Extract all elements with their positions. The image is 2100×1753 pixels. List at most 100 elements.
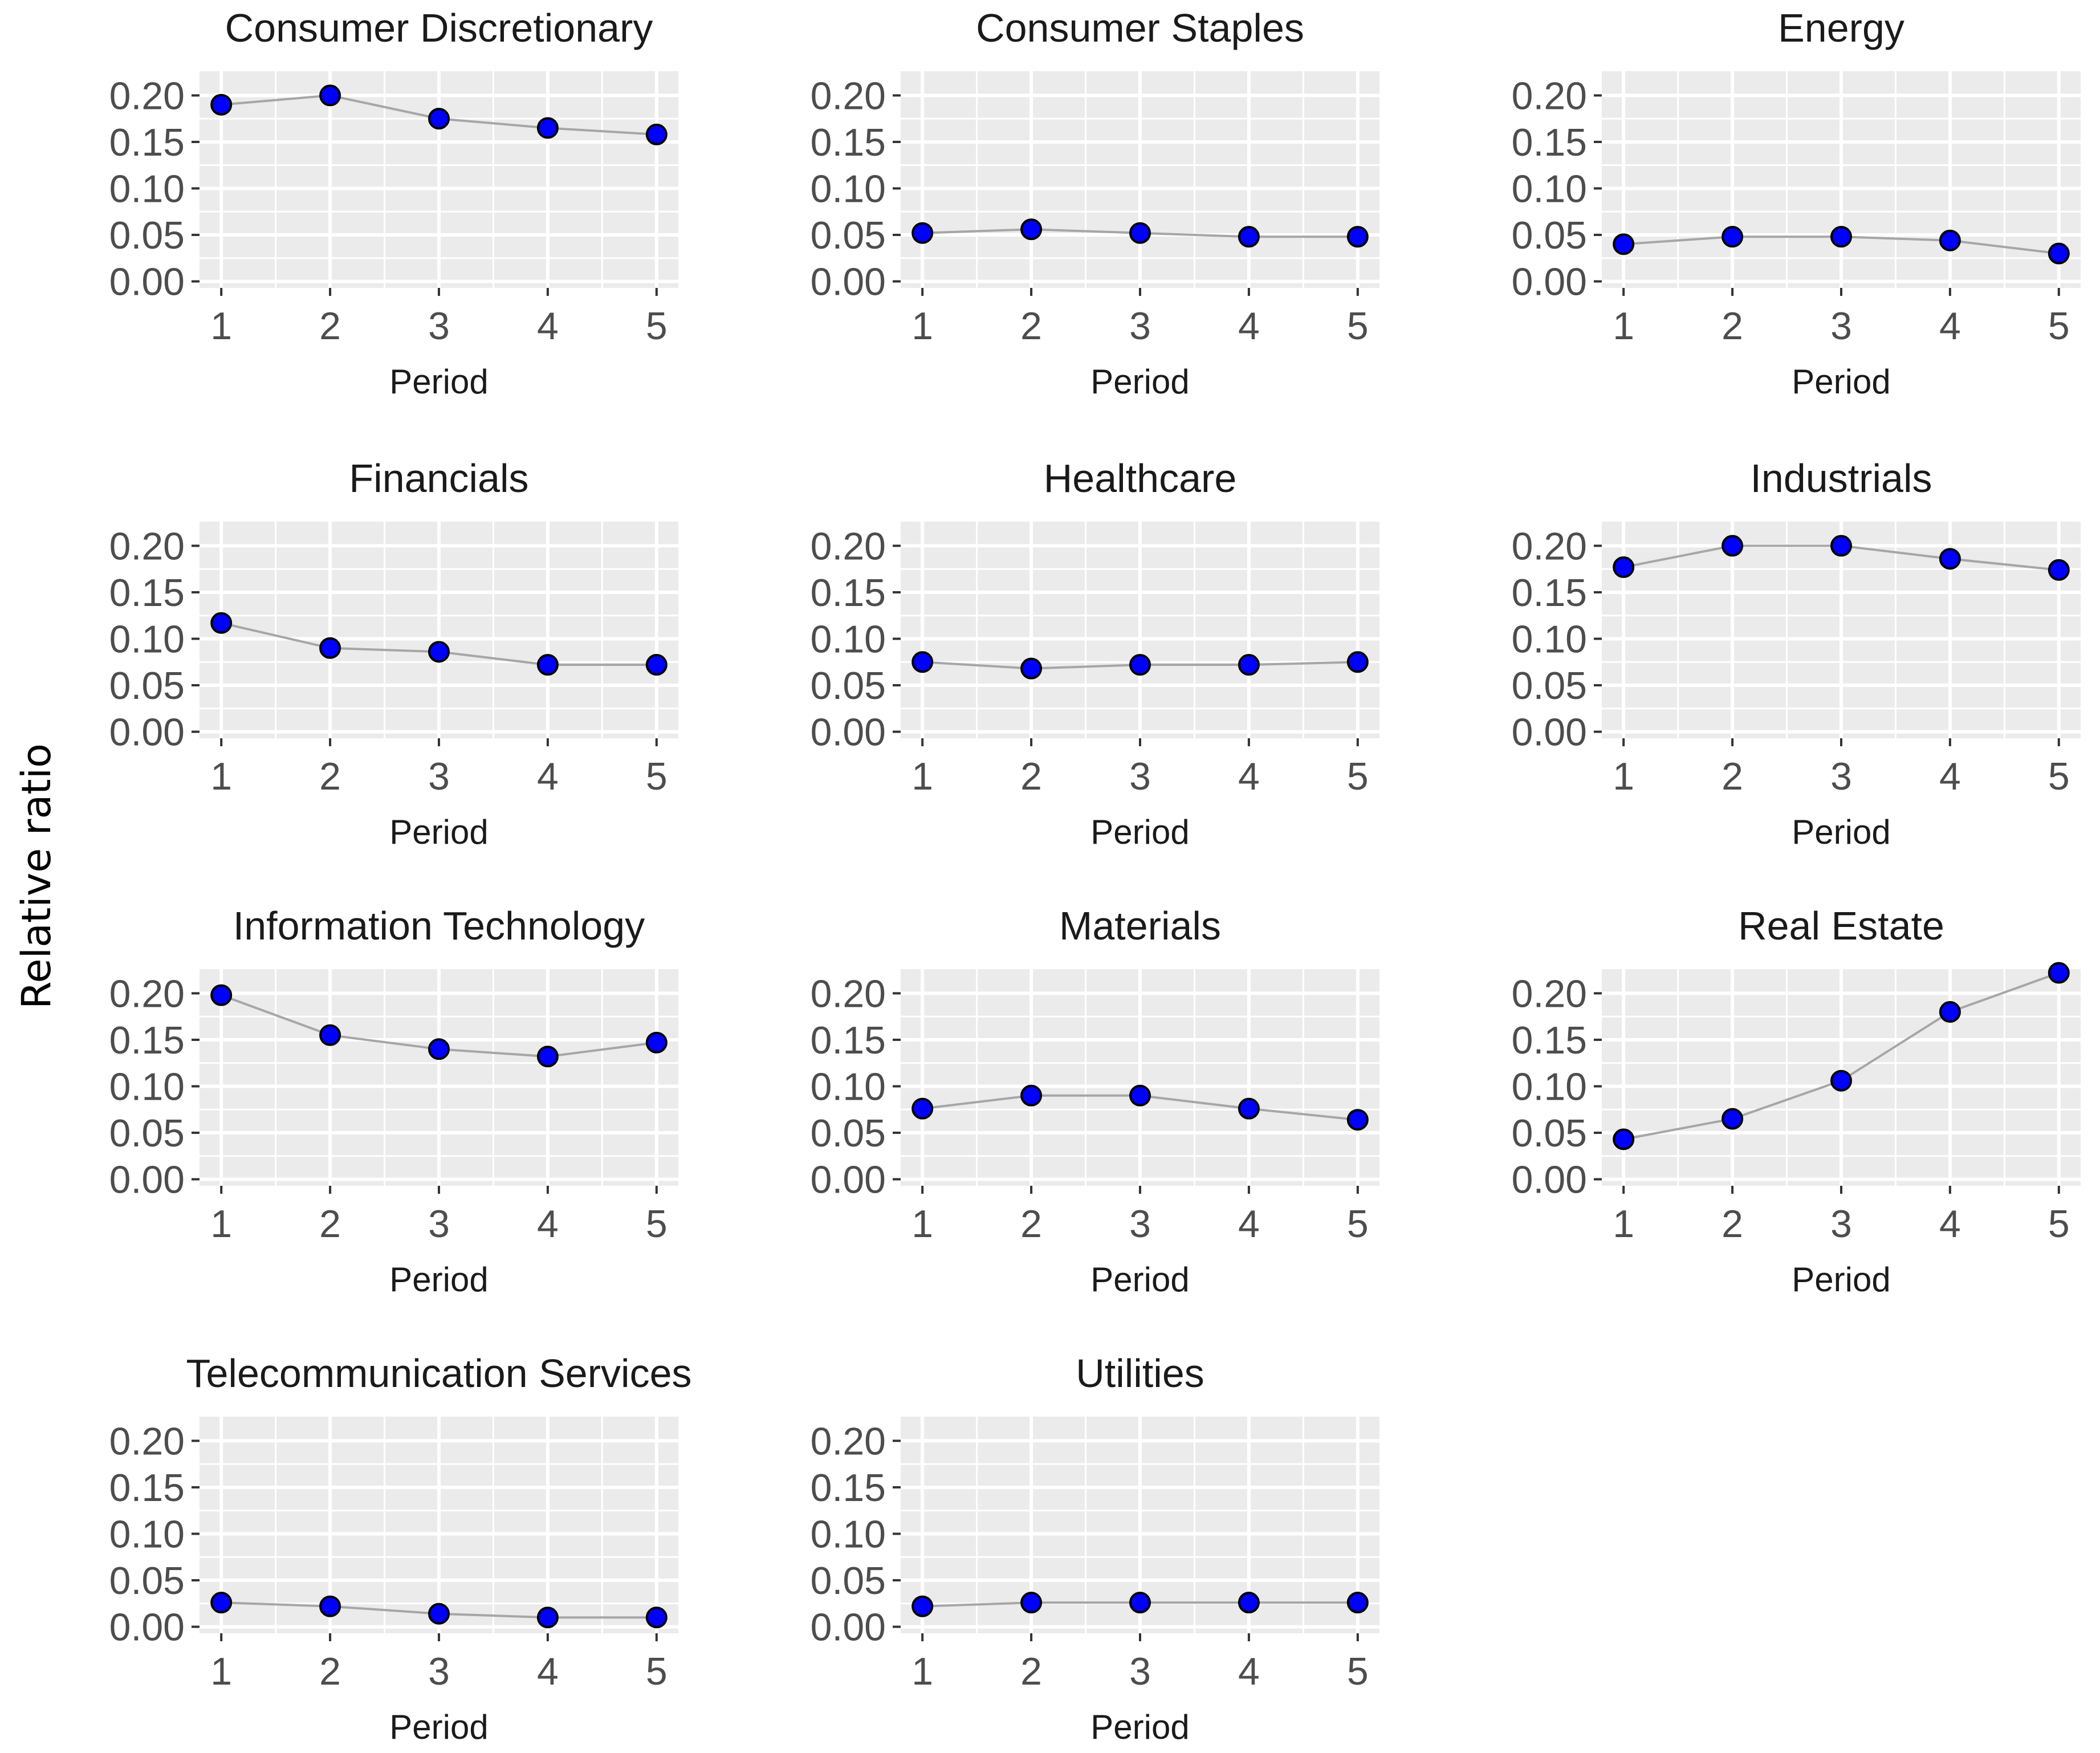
x-tick-label: 3 bbox=[1830, 304, 1852, 348]
x-tick-label: 1 bbox=[210, 755, 232, 798]
y-tick-label: 0.00 bbox=[109, 711, 185, 754]
data-point bbox=[1129, 1084, 1151, 1107]
panel-title: Telecommunication Services bbox=[186, 1351, 691, 1396]
panel-title: Consumer Discretionary bbox=[225, 6, 653, 50]
x-tick-label: 1 bbox=[1613, 755, 1634, 798]
x-tick-label: 5 bbox=[1347, 1202, 1369, 1246]
data-point bbox=[1346, 226, 1369, 248]
x-tick-label: 4 bbox=[537, 1650, 559, 1693]
y-tick-label: 0.20 bbox=[109, 524, 185, 568]
x-axis-title: Period bbox=[1090, 1708, 1189, 1746]
data-point bbox=[1346, 651, 1369, 673]
x-tick-label: 4 bbox=[537, 755, 559, 798]
y-tick-label: 0.10 bbox=[811, 617, 886, 661]
x-tick-label: 5 bbox=[646, 304, 668, 348]
x-tick-label: 3 bbox=[1129, 304, 1151, 348]
data-point bbox=[645, 654, 668, 676]
x-tick-label: 5 bbox=[1347, 1650, 1369, 1693]
x-tick-label: 2 bbox=[1020, 1202, 1042, 1246]
y-tick-label: 0.20 bbox=[1512, 972, 1587, 1015]
x-tick-label: 2 bbox=[319, 755, 341, 798]
x-tick-label: 5 bbox=[646, 1202, 668, 1246]
panel-energy: Energy 0.000.050.100.150.20 1 2 3 4 5 Period bbox=[1512, 6, 2081, 401]
x-axis-title: Period bbox=[1090, 1260, 1189, 1299]
panel-healthcare: Healthcare 0.000.050.100.150.20 1 2 3 4 5 Perio… bbox=[811, 456, 1379, 851]
x-tick-label: 4 bbox=[1238, 755, 1260, 798]
data-point bbox=[1830, 1069, 1852, 1092]
data-point bbox=[1830, 535, 1852, 557]
x-tick-label: 1 bbox=[210, 1202, 232, 1246]
data-point bbox=[1238, 654, 1260, 676]
data-point bbox=[1830, 226, 1852, 248]
y-tick-label: 0.05 bbox=[1512, 214, 1587, 257]
data-point bbox=[1238, 1097, 1260, 1120]
y-tick-label: 0.15 bbox=[1512, 571, 1587, 615]
y-tick-label: 0.05 bbox=[1512, 664, 1587, 707]
panel-materials: Materials 0.000.050.100.150.20 1 2 3 4 5 Period bbox=[811, 904, 1379, 1299]
y-tick-label: 0.10 bbox=[109, 1512, 185, 1556]
panel-title: Consumer Staples bbox=[976, 6, 1304, 50]
x-tick-label: 1 bbox=[911, 755, 933, 798]
y-tick-label: 0.20 bbox=[811, 1420, 886, 1463]
y-tick-label: 0.15 bbox=[1512, 1019, 1587, 1062]
panel-title: Utilities bbox=[1076, 1351, 1204, 1396]
x-tick-label: 2 bbox=[1020, 755, 1042, 798]
y-tick-label: 0.05 bbox=[811, 1559, 886, 1602]
data-point bbox=[1020, 1084, 1043, 1107]
y-tick-label: 0.15 bbox=[811, 121, 886, 164]
y-tick-label: 0.20 bbox=[811, 74, 886, 117]
data-point bbox=[911, 651, 934, 673]
panel-consumer-discretionary: Consumer Discretionary 0.000.050.100.150.… bbox=[109, 6, 678, 401]
data-point bbox=[1939, 548, 1961, 570]
y-axis-title: Relative ratio bbox=[13, 743, 60, 1009]
x-tick-label: 2 bbox=[1020, 1650, 1042, 1693]
x-axis-title: Period bbox=[389, 1708, 488, 1746]
data-point bbox=[428, 1602, 450, 1625]
panel-title: Materials bbox=[1059, 904, 1221, 948]
x-tick-label: 4 bbox=[1939, 304, 1961, 348]
x-tick-label: 1 bbox=[1613, 1202, 1634, 1246]
x-tick-label: 3 bbox=[1830, 755, 1852, 798]
x-axis-title: Period bbox=[1792, 363, 1890, 401]
data-point bbox=[2048, 559, 2070, 581]
data-point bbox=[1721, 226, 1744, 248]
y-tick-label: 0.00 bbox=[1512, 261, 1587, 304]
x-tick-label: 2 bbox=[319, 1650, 341, 1693]
x-tick-label: 4 bbox=[537, 304, 559, 348]
facet-panels: Consumer Discretionary0.000.050.100.150.… bbox=[109, 6, 2081, 1746]
data-point bbox=[1613, 1128, 1635, 1150]
data-point bbox=[645, 1606, 668, 1629]
data-point bbox=[319, 637, 341, 659]
y-tick-label: 0.10 bbox=[811, 1512, 886, 1556]
panel-utilities: Utilities 0.000.050.100.150.20 1 2 3 4 5 Period bbox=[811, 1351, 1379, 1746]
y-tick-label: 0.15 bbox=[109, 121, 185, 164]
y-tick-label: 0.20 bbox=[1512, 524, 1587, 568]
y-tick-label: 0.00 bbox=[811, 1158, 886, 1202]
x-tick-label: 5 bbox=[2048, 755, 2070, 798]
y-tick-label: 0.15 bbox=[811, 571, 886, 615]
x-axis-title: Period bbox=[1792, 1260, 1890, 1299]
panel-information-technology: Information Technology 0.000.050.100.150.… bbox=[109, 904, 678, 1299]
data-point bbox=[2048, 242, 2070, 265]
x-tick-label: 3 bbox=[1129, 1202, 1151, 1246]
y-tick-label: 0.20 bbox=[811, 524, 886, 568]
panel-title: Healthcare bbox=[1044, 456, 1237, 501]
y-tick-label: 0.00 bbox=[109, 261, 185, 304]
x-axis-title: Period bbox=[1090, 813, 1189, 851]
x-tick-label: 2 bbox=[1721, 304, 1743, 348]
data-point bbox=[536, 117, 559, 139]
data-point bbox=[210, 984, 233, 1006]
x-tick-label: 2 bbox=[1721, 755, 1743, 798]
data-point bbox=[911, 1595, 934, 1617]
x-tick-label: 4 bbox=[1238, 1202, 1260, 1246]
x-tick-label: 2 bbox=[1721, 1202, 1743, 1246]
y-tick-label: 0.00 bbox=[1512, 1158, 1587, 1202]
y-tick-label: 0.15 bbox=[109, 1019, 185, 1062]
y-tick-label: 0.05 bbox=[811, 214, 886, 257]
x-axis-title: Period bbox=[389, 1260, 488, 1299]
data-point bbox=[210, 612, 233, 634]
x-tick-label: 4 bbox=[1238, 304, 1260, 348]
data-point bbox=[1020, 1592, 1043, 1614]
x-tick-label: 3 bbox=[1129, 755, 1151, 798]
